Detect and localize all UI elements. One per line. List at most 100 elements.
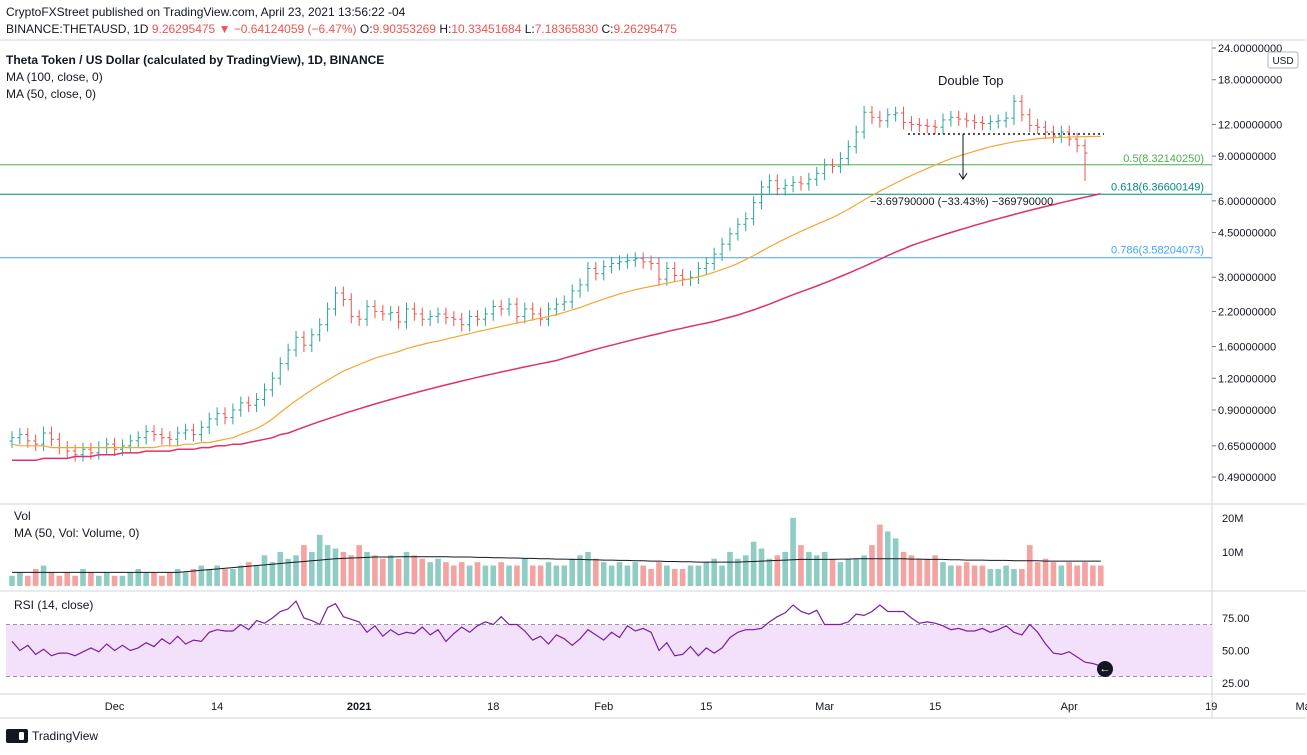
volume-bar [293, 555, 299, 586]
volume-bar [364, 551, 370, 586]
moving-averages [11, 135, 1101, 462]
volume-bar [1050, 562, 1057, 586]
ma50-legend[interactable]: MA (50, close, 0) [6, 87, 96, 101]
ma50-legend-text: MA (50, close, 0) [6, 87, 97, 101]
footer: TradingView [6, 729, 98, 743]
volume-bar [356, 545, 362, 586]
volume-bar [458, 562, 465, 586]
volume-bar [498, 562, 504, 586]
volume-bar [632, 562, 639, 586]
volume-bar [853, 558, 859, 586]
price-tick-label: 1.60000000 [1218, 342, 1276, 354]
fib-label-0.786: 0.786(3.58204073) [1111, 245, 1204, 257]
volume-bar [861, 555, 867, 586]
price-tick-label: 2.20000000 [1218, 306, 1276, 318]
volume-bar [451, 565, 457, 586]
volume-bar [790, 517, 796, 586]
ohlc-open: 9.90353269 [372, 22, 436, 36]
ma100-legend-text: MA (100, close, 0) [6, 70, 103, 84]
volume-bar [506, 565, 512, 586]
price-tick-label: 12.00000000 [1218, 119, 1282, 131]
time-tick-label: Apr [1061, 701, 1078, 713]
volume-bar [111, 575, 118, 586]
volume-bar [9, 575, 15, 586]
chart-title[interactable]: Theta Token / US Dollar (calculated by T… [6, 53, 384, 67]
volume-bar [103, 572, 110, 586]
chart-title-text: Theta Token / US Dollar (calculated by T… [6, 53, 385, 67]
gridlines [0, 39, 1306, 719]
volume-bar [135, 568, 142, 586]
price-tick-label: 0.90000000 [1218, 405, 1276, 417]
rsi-tick-label: 75.00 [1222, 613, 1250, 625]
pane-labels: Vol MA (50, Vol: Volume, 0) RSI (14, close… [14, 509, 139, 612]
volume-bar [869, 545, 875, 586]
volume-bar [1082, 562, 1088, 586]
volume-bar [948, 565, 954, 586]
volume-bar [1011, 568, 1017, 586]
volume-bar [806, 551, 812, 586]
volume-bar [253, 565, 260, 586]
volume-bar [577, 555, 583, 586]
volume-bar [206, 568, 213, 586]
volume-bar [782, 551, 788, 586]
volume-bar [695, 565, 702, 586]
volume-bar [971, 565, 978, 586]
volume-bar [624, 565, 631, 586]
volume-bar [261, 555, 268, 586]
volume-bar [600, 562, 607, 586]
volume-bar [380, 558, 386, 586]
time-tick-label: Mar [815, 701, 834, 713]
rsi-pane-label: RSI (14, close) [14, 598, 93, 612]
volume-bar [332, 548, 339, 586]
volume-bar [845, 558, 852, 586]
volume-bar [522, 558, 528, 586]
ohlc-open-label: O: [359, 22, 373, 36]
time-tick-label: 15 [700, 701, 712, 713]
symbol-text: BINANCE:THETAUSD, 1D [6, 22, 149, 36]
volume-bar [238, 565, 244, 586]
volume-bar [514, 565, 520, 586]
volume-bar [427, 562, 433, 586]
fib-label-0.5: 0.5(8.32140250) [1123, 153, 1204, 165]
volume-bar [924, 558, 931, 586]
price-tick-label: 6.00000000 [1218, 196, 1276, 208]
volume-bar [348, 555, 355, 586]
currency-label: USD [1272, 56, 1293, 67]
volume-bar [585, 551, 591, 586]
volume-ma-label: MA (50, Vol: Volume, 0) [14, 526, 139, 540]
volume-bar [56, 575, 63, 586]
volume-bar [435, 558, 441, 586]
price-axis[interactable]: 24.00000000 18.00000000 12.00000000 9.00000… [1212, 43, 1299, 484]
publisher-line: CryptoFXStreet published on TradingView.… [6, 5, 405, 19]
time-tick-label: Dec [105, 701, 125, 713]
scroll-to-realtime-icon[interactable]: ← [1097, 661, 1113, 677]
volume-bar [190, 568, 197, 586]
volume-bar [545, 562, 552, 586]
volume-bar [1074, 565, 1080, 586]
volume-bar [198, 565, 205, 586]
volume-bar [932, 555, 938, 586]
rsi-band [6, 624, 1212, 677]
annotations: Double Top −3.69790000 (−33.43%) −3697900… [870, 73, 1204, 257]
volume-bar [908, 555, 915, 586]
time-axis[interactable]: Dec 14 2021 18 Feb 15 Mar 15 Apr 19 May [105, 701, 1307, 713]
volume-bar [48, 572, 55, 586]
volume-bar [561, 565, 568, 586]
volume-bar [750, 541, 757, 586]
volume-bar [387, 555, 394, 586]
volume-bar [529, 565, 536, 586]
volume-bar [593, 558, 599, 586]
ohlc-close-label: C: [601, 22, 614, 36]
price-tick-label: 1.20000000 [1218, 373, 1276, 385]
volume-bar [285, 558, 291, 586]
time-tick-label: 19 [1205, 701, 1217, 713]
ma100-legend[interactable]: MA (100, close, 0) [6, 70, 103, 84]
volume-bar [151, 572, 157, 586]
volume-bar [1090, 565, 1096, 586]
volume-bar [372, 555, 378, 586]
ohlc-line: BINANCE:THETAUSD, 1D 9.26295475 ▼ −0.641… [6, 22, 677, 36]
volume-bar [324, 545, 331, 586]
volume-bar [608, 565, 615, 586]
price-tick-label: 0.49000000 [1218, 472, 1276, 484]
